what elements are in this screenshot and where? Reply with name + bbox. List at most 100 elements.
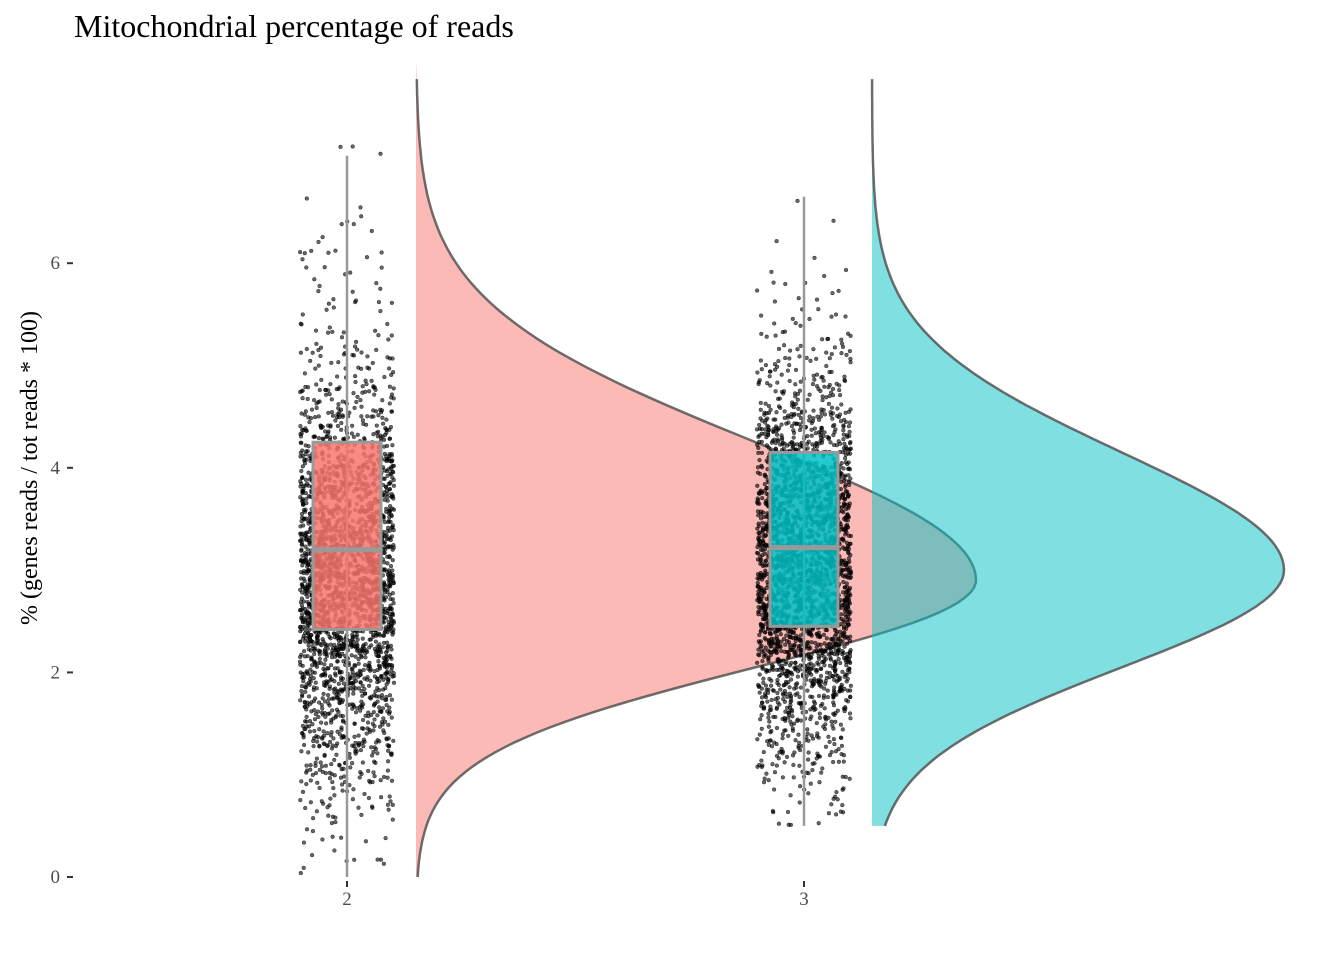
data-point — [805, 397, 810, 402]
data-point — [349, 653, 354, 658]
data-point — [390, 817, 395, 822]
data-point — [848, 683, 853, 688]
data-point — [317, 743, 322, 748]
data-point — [390, 597, 395, 602]
data-point — [797, 354, 802, 359]
data-point — [848, 447, 853, 452]
data-point — [845, 688, 850, 693]
data-point — [390, 568, 395, 573]
data-point — [791, 762, 796, 768]
data-point — [320, 735, 325, 740]
data-point — [319, 799, 324, 804]
data-point — [330, 708, 335, 713]
data-point — [384, 625, 389, 630]
data-point — [304, 457, 309, 462]
data-point — [838, 660, 843, 666]
data-point — [299, 534, 304, 539]
data-point — [764, 334, 769, 339]
data-point — [833, 312, 839, 317]
data-point — [304, 781, 309, 787]
data-point — [313, 328, 319, 333]
data-point — [333, 671, 338, 676]
data-point — [300, 606, 305, 611]
data-point — [330, 413, 336, 418]
data-point — [772, 740, 777, 745]
data-point — [386, 748, 391, 753]
data-point — [822, 384, 827, 389]
data-point — [809, 640, 814, 645]
data-point — [309, 248, 314, 253]
data-point — [817, 634, 823, 639]
data-point — [303, 477, 308, 482]
data-point — [842, 378, 847, 383]
data-point — [314, 809, 319, 814]
data-point — [805, 727, 810, 732]
data-point — [318, 660, 323, 666]
data-point — [767, 374, 772, 379]
data-point — [379, 408, 385, 413]
data-point — [789, 672, 795, 677]
data-point — [818, 642, 823, 647]
data-point — [385, 355, 390, 360]
data-point — [841, 626, 846, 631]
data-point — [353, 344, 358, 349]
data-point — [303, 544, 308, 549]
data-point — [389, 392, 395, 397]
density-3 — [872, 60, 1284, 826]
data-point — [389, 647, 394, 652]
data-point — [784, 659, 789, 665]
data-point — [299, 683, 305, 689]
data-point — [326, 692, 331, 698]
data-point — [317, 767, 322, 772]
data-point — [755, 483, 760, 488]
data-point — [845, 659, 851, 664]
data-point — [341, 437, 346, 442]
data-point — [309, 632, 314, 638]
data-point — [377, 679, 382, 684]
data-point — [303, 591, 308, 596]
data-point — [298, 350, 303, 355]
data-point — [326, 330, 331, 335]
data-point — [811, 416, 816, 421]
data-point — [323, 763, 328, 768]
data-point — [796, 296, 801, 301]
data-point — [848, 476, 853, 481]
data-point — [302, 654, 307, 659]
data-point — [844, 663, 849, 668]
data-point — [357, 775, 362, 780]
data-point — [331, 736, 336, 741]
data-point — [341, 681, 346, 686]
data-point — [359, 653, 364, 658]
data-point — [329, 820, 334, 826]
data-point — [377, 724, 383, 729]
data-point — [355, 637, 360, 642]
data-point — [370, 360, 375, 366]
data-point — [757, 732, 762, 737]
data-point — [388, 799, 393, 804]
data-point — [350, 797, 355, 802]
data-point — [765, 699, 770, 704]
data-point — [376, 659, 381, 664]
data-point — [307, 542, 312, 547]
data-point — [834, 789, 839, 795]
data-point — [335, 423, 340, 429]
data-point — [391, 386, 396, 391]
data-point — [810, 761, 815, 766]
data-point — [366, 768, 371, 774]
data-point — [302, 742, 307, 748]
data-point — [328, 739, 333, 744]
data-point — [848, 574, 853, 579]
data-point — [780, 736, 785, 741]
data-point — [847, 638, 853, 643]
data-point — [303, 491, 308, 496]
data-point — [387, 515, 392, 520]
data-point — [315, 739, 320, 744]
data-point — [775, 677, 780, 683]
data-point — [824, 636, 829, 641]
data-point — [316, 414, 321, 419]
data-point — [813, 431, 818, 436]
data-point — [326, 711, 331, 716]
data-point — [391, 600, 396, 606]
data-point — [796, 406, 801, 411]
data-point — [777, 442, 783, 447]
